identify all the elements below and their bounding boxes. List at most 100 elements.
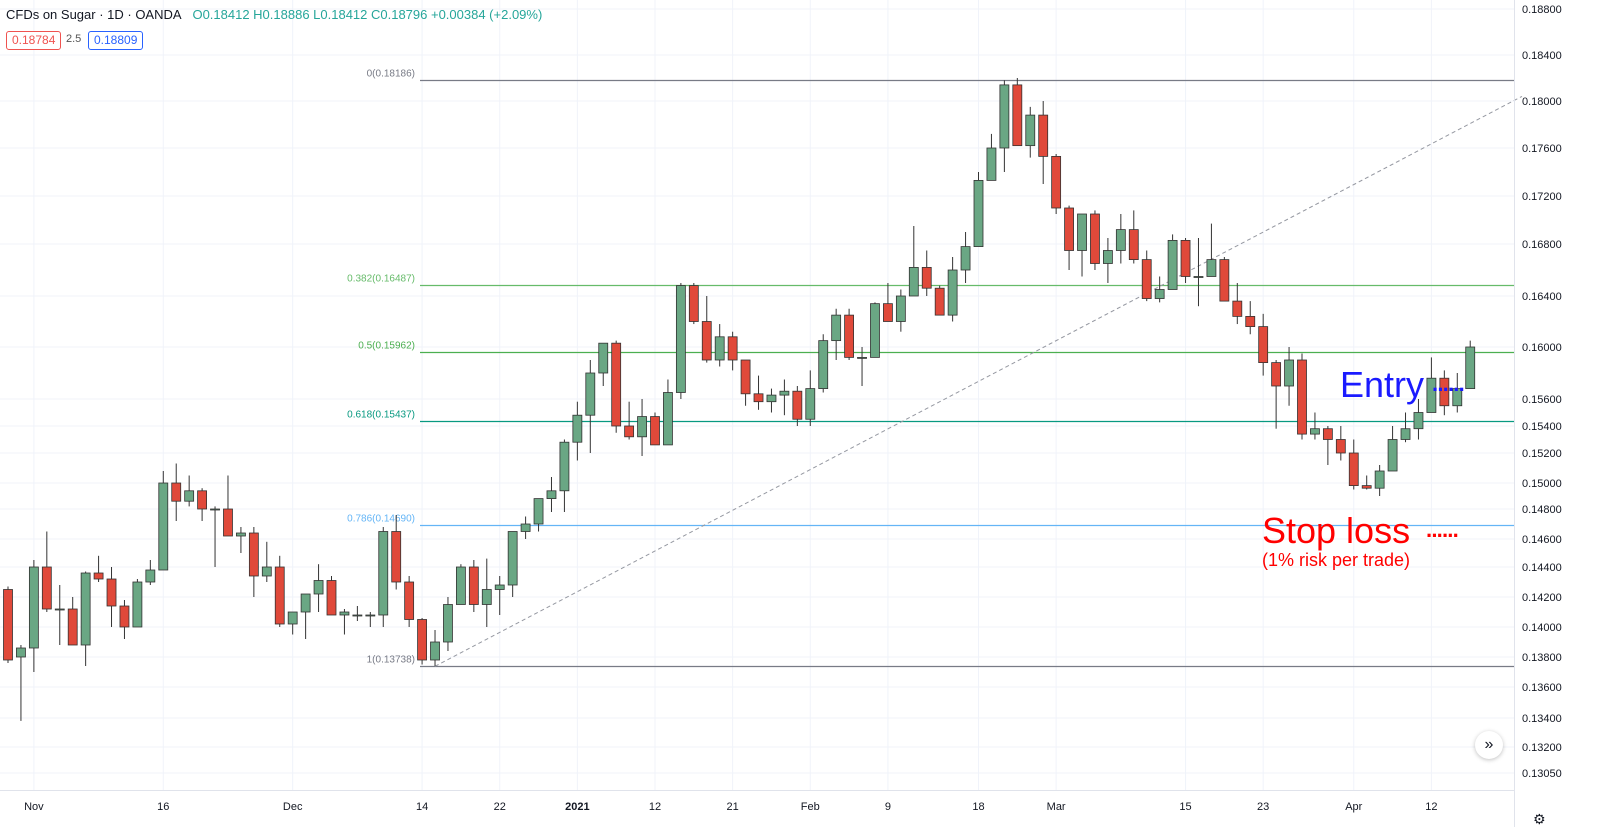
candle-body bbox=[831, 314, 842, 342]
candle-body bbox=[313, 580, 324, 595]
candle-body bbox=[637, 416, 647, 438]
candle-body bbox=[1245, 315, 1256, 327]
price-tick-label: 0.17600 bbox=[1522, 143, 1562, 155]
candle-body bbox=[1064, 207, 1074, 251]
candle bbox=[158, 471, 169, 571]
candle-body bbox=[1439, 377, 1450, 407]
candle bbox=[973, 172, 984, 247]
candle-body bbox=[766, 394, 777, 403]
candle-body bbox=[1193, 276, 1204, 278]
price-tick-label: 0.18400 bbox=[1522, 50, 1562, 62]
candle-body bbox=[404, 581, 415, 620]
candle bbox=[675, 283, 686, 399]
candle-body bbox=[417, 619, 427, 661]
candle-body bbox=[624, 425, 635, 438]
candle-body bbox=[1051, 155, 1062, 209]
settings-gear-icon[interactable]: ⚙ bbox=[1533, 811, 1546, 827]
price-tick-label: 0.15400 bbox=[1522, 421, 1562, 433]
price-tick-label: 0.13600 bbox=[1522, 682, 1562, 694]
candle-body bbox=[960, 246, 971, 271]
price-tick-label: 0.15600 bbox=[1522, 394, 1562, 406]
fib-level-label: 0.618(0.15437) bbox=[347, 410, 415, 421]
fib-trend-line bbox=[434, 95, 1523, 667]
candle-body bbox=[714, 336, 725, 361]
candle-body bbox=[1103, 250, 1113, 264]
candle-body bbox=[430, 641, 440, 661]
time-tick-label: Nov bbox=[24, 801, 44, 813]
candle bbox=[106, 567, 117, 627]
candle bbox=[533, 498, 544, 532]
time-tick-label: 18 bbox=[972, 801, 984, 813]
candle-body bbox=[1115, 229, 1126, 251]
candle bbox=[572, 401, 583, 461]
candle-body bbox=[598, 342, 609, 374]
ask-price-button[interactable]: 0.18809 bbox=[88, 31, 144, 50]
candle-body bbox=[663, 392, 673, 446]
price-tick-label: 0.15200 bbox=[1522, 448, 1562, 460]
bid-price-button[interactable]: 0.18784 bbox=[6, 31, 62, 50]
entry-dots: ······ bbox=[1432, 377, 1464, 402]
chart-header: CFDs on Sugar · 1D · OANDA O0.18412 H0.1… bbox=[6, 7, 542, 22]
candle bbox=[313, 564, 324, 612]
candle-body bbox=[533, 498, 544, 525]
candle bbox=[1115, 214, 1126, 264]
candle-body bbox=[753, 393, 764, 403]
candle-body bbox=[197, 490, 208, 510]
candle-body bbox=[145, 569, 156, 583]
time-tick-label: 2021 bbox=[565, 801, 589, 813]
candle bbox=[714, 324, 725, 367]
candle bbox=[1128, 210, 1139, 264]
candle bbox=[80, 571, 91, 666]
candle-body bbox=[1258, 326, 1269, 364]
time-tick-label: Mar bbox=[1047, 801, 1066, 813]
candle-body bbox=[546, 490, 557, 499]
candle bbox=[417, 618, 427, 665]
candle bbox=[908, 226, 919, 297]
candle-body bbox=[339, 611, 350, 616]
candle bbox=[934, 285, 945, 316]
candle bbox=[1154, 276, 1165, 303]
symbol-title[interactable]: CFDs on Sugar · 1D · OANDA bbox=[6, 7, 181, 22]
candle bbox=[378, 527, 389, 627]
candle-body bbox=[1297, 359, 1307, 435]
candle bbox=[1141, 250, 1152, 302]
candle-body bbox=[391, 531, 402, 583]
candle bbox=[404, 576, 415, 627]
candle bbox=[1206, 223, 1217, 277]
candle bbox=[701, 296, 712, 363]
candle bbox=[1400, 412, 1411, 443]
candle bbox=[1387, 426, 1398, 472]
candle-body bbox=[223, 508, 233, 537]
risk-note: (1% risk per trade) bbox=[1262, 550, 1410, 570]
fib-level-label: 0.786(0.14690) bbox=[347, 514, 415, 525]
candle bbox=[223, 475, 233, 537]
candle bbox=[546, 477, 557, 512]
candle bbox=[443, 597, 453, 651]
candle bbox=[339, 609, 350, 635]
fib-levels: 0(0.18186) 0.382(0.16487) 0.5(0.15962) 0.61… bbox=[347, 69, 1514, 668]
time-tick-label: 15 bbox=[1179, 801, 1191, 813]
candle-body bbox=[248, 532, 259, 577]
scroll-to-realtime-button[interactable]: » bbox=[1475, 731, 1503, 759]
candle-body bbox=[1465, 346, 1476, 389]
candle-body bbox=[28, 566, 39, 649]
candle bbox=[895, 289, 906, 332]
candle-body bbox=[1284, 359, 1294, 387]
price-tick-label: 0.13800 bbox=[1522, 652, 1562, 664]
time-tick-label: 12 bbox=[1425, 801, 1437, 813]
candle-body bbox=[41, 566, 52, 610]
candle bbox=[197, 488, 208, 521]
candle bbox=[688, 283, 699, 325]
candle bbox=[611, 340, 622, 433]
candle-body bbox=[171, 482, 182, 502]
candle-body bbox=[352, 614, 363, 617]
candle-body bbox=[908, 266, 919, 297]
candle-body bbox=[1361, 485, 1372, 489]
fib-level-label: 1(0.13738) bbox=[367, 655, 415, 666]
price-tick-label: 0.16000 bbox=[1522, 342, 1562, 354]
candle-body bbox=[132, 581, 143, 628]
candle-body bbox=[80, 572, 91, 646]
time-tick-label: Apr bbox=[1345, 801, 1362, 813]
